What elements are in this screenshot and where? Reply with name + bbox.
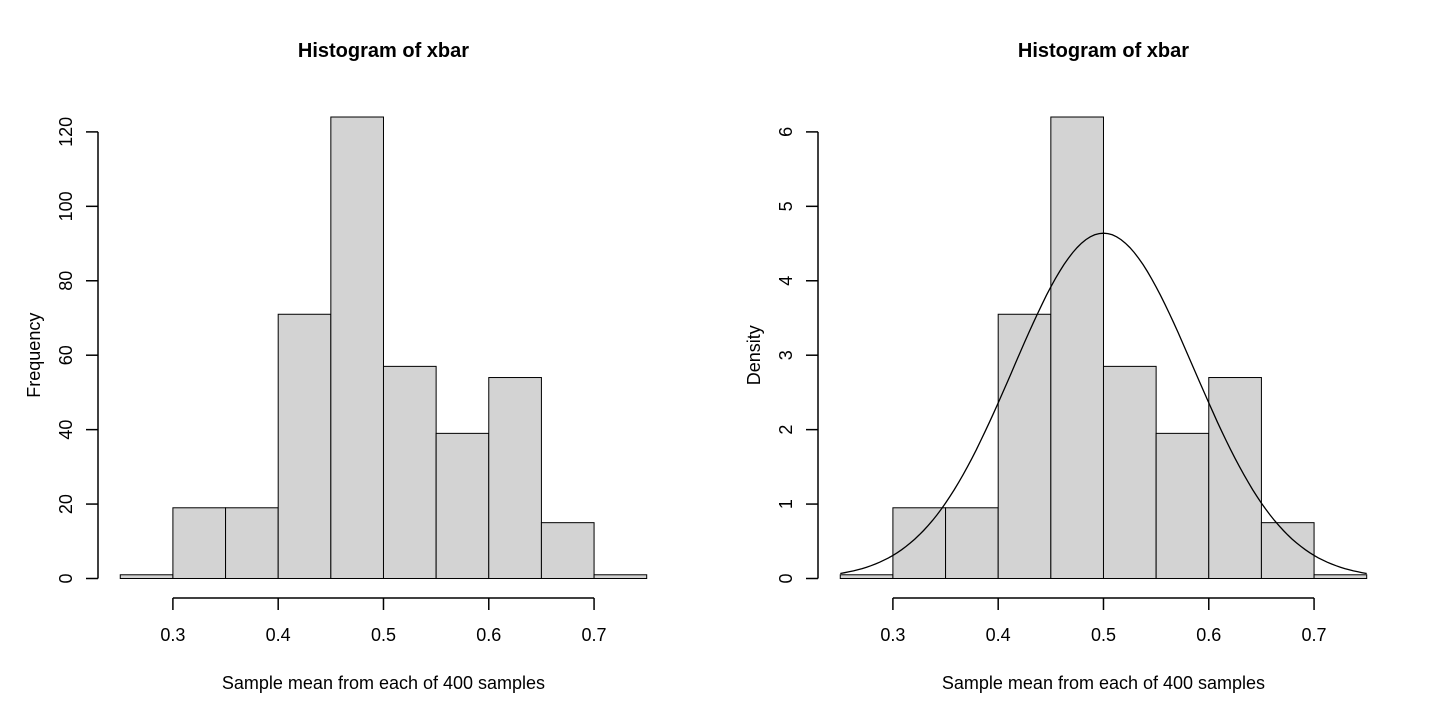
normal-curve [840, 232, 1367, 575]
histogram-bar [1102, 365, 1157, 580]
density-histogram-panel: 0 1 2 3 4 5 6 0.3 0.4 0.5 0.6 0.7 Histogram of xbar S… [720, 0, 1440, 720]
y-tick-label: 20 [56, 494, 76, 514]
y-axis-label: Density [744, 325, 764, 385]
histogram-bar [1155, 432, 1210, 580]
histogram-bar [488, 377, 542, 579]
y-tick-label: 100 [56, 191, 76, 221]
x-tick-label: 0.3 [160, 625, 185, 645]
y-axis-label: Frequency [24, 313, 44, 398]
x-tick-label: 0.5 [371, 625, 396, 645]
histogram-bar [892, 507, 947, 580]
histogram-bar [540, 522, 595, 579]
histogram-bar [435, 432, 490, 580]
histogram-bar [119, 574, 174, 580]
y-tick-label: 80 [56, 271, 76, 291]
histogram-bar [225, 507, 279, 580]
x-tick-label: 0.6 [1196, 625, 1221, 645]
y-tick-label: 60 [56, 345, 76, 365]
y-tick-label: 0 [776, 573, 796, 583]
histogram-bar [1050, 116, 1104, 579]
x-tick-label: 0.4 [986, 625, 1011, 645]
histogram-bar [382, 365, 437, 579]
histogram-bar [1313, 574, 1368, 580]
y-tick-label: 6 [776, 127, 796, 137]
x-axis-label: Sample mean from each of 400 samples [222, 673, 545, 693]
chart-title: Histogram of xbar [1018, 40, 1189, 62]
y-tick-label: 4 [776, 276, 796, 286]
y-tick-label: 5 [776, 201, 796, 211]
y-tick-label: 1 [776, 499, 796, 509]
histogram-bar [945, 507, 999, 580]
y-tick-label: 3 [776, 350, 796, 360]
x-tick-label: 0.6 [476, 625, 501, 645]
y-tick-label: 0 [56, 573, 76, 583]
y-tick-label: 2 [776, 425, 796, 435]
histogram-bar [1260, 522, 1315, 579]
x-axis-label: Sample mean from each of 400 samples [942, 673, 1265, 693]
x-tick-label: 0.4 [266, 625, 291, 645]
histogram-bar [839, 574, 894, 580]
histogram-bar [330, 116, 384, 579]
x-tick-label: 0.7 [582, 625, 607, 645]
histogram-bar [997, 313, 1052, 579]
frequency-histogram: 0 20 40 60 80 100 120 0.3 0.4 0.5 0.6 0.7 Histogram … [24, 40, 648, 693]
x-tick-label: 0.5 [1091, 625, 1116, 645]
histogram-bar [593, 574, 648, 580]
chart-title: Histogram of xbar [298, 40, 469, 62]
y-tick-label: 120 [56, 117, 76, 147]
x-tick-label: 0.7 [1302, 625, 1327, 645]
histogram-bar [277, 313, 332, 579]
histogram-bar [172, 507, 227, 580]
frequency-histogram-panel: 0 20 40 60 80 100 120 0.3 0.4 0.5 0.6 0.7 Histogram … [24, 40, 648, 693]
density-histogram: 0 1 2 3 4 5 6 0.3 0.4 0.5 0.6 0.7 Histogram of xbar S… [744, 40, 1368, 693]
histogram-bar [1208, 377, 1262, 579]
x-tick-label: 0.3 [880, 625, 905, 645]
y-tick-label: 40 [56, 420, 76, 440]
